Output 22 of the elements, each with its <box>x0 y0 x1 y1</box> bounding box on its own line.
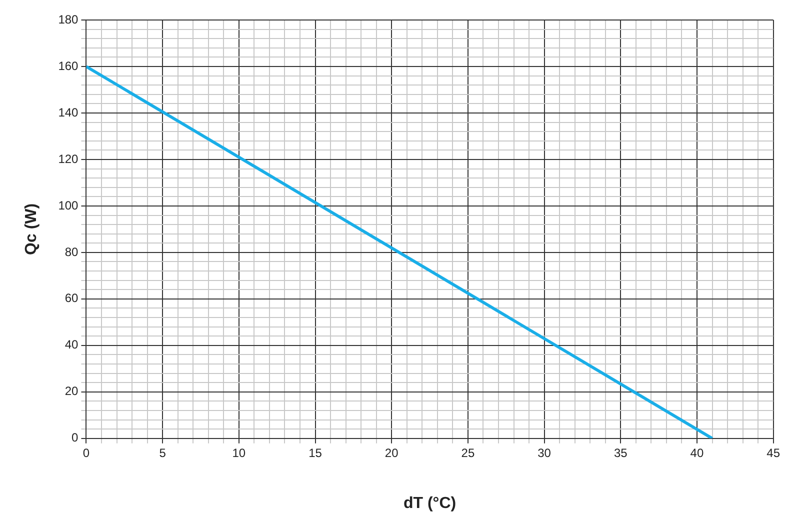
x-tick-label: 20 <box>384 446 399 460</box>
x-tick-label: 0 <box>82 446 90 460</box>
x-tick-label: 15 <box>308 446 322 460</box>
y-tick-label: 100 <box>58 198 79 212</box>
y-tick-label: 0 <box>72 430 79 445</box>
y-tick-label: 80 <box>64 244 79 259</box>
y-tick-label: 60 <box>64 291 79 306</box>
x-axis-title: dT (°C) <box>403 494 456 512</box>
y-tick-label: 40 <box>64 338 79 352</box>
x-tick-label: 30 <box>538 446 552 460</box>
x-tick-label: 10 <box>232 446 246 460</box>
y-tick-label: 120 <box>58 152 79 166</box>
y-tick-label: 140 <box>58 105 79 120</box>
x-tick-label: 25 <box>461 446 475 460</box>
x-tick-label: 40 <box>690 446 704 460</box>
y-axis-title: Qc (W) <box>23 203 40 255</box>
x-tick-label: 45 <box>766 446 780 460</box>
y-tick-label: 20 <box>64 384 79 398</box>
x-tick-label: 5 <box>159 446 166 460</box>
y-tick-label: 160 <box>58 58 79 73</box>
x-tick-label: 35 <box>614 446 628 460</box>
y-tick-label: 180 <box>58 12 79 26</box>
